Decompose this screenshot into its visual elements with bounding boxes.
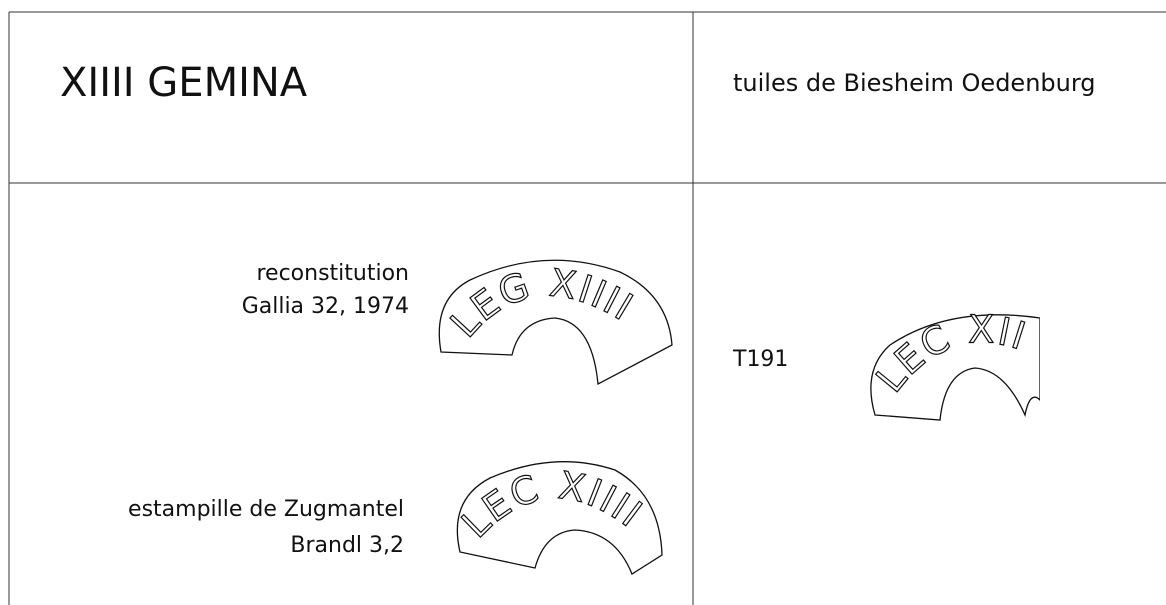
stamp-outline: [870, 314, 1040, 421]
stamp-outline: [438, 259, 673, 386]
stamp: LEC XII: [867, 307, 1040, 421]
stamp-inscription: LEC XIIII: [453, 462, 650, 546]
item-label: reconstitution: [256, 261, 409, 286]
item-label: T191: [732, 347, 788, 372]
item-label: Gallia 32, 1974: [242, 294, 409, 319]
title: XIIII GEMINA: [60, 60, 308, 106]
item-label: Brandl 3,2: [290, 533, 404, 558]
subtitle: tuiles de Biesheim Oedenburg: [733, 69, 1096, 97]
stamp: LEG XIIII: [438, 259, 673, 386]
item-label: estampille de Zugmantel: [128, 497, 404, 522]
stamp-inscription: LEG XIIII: [442, 261, 642, 346]
stamp-inscription: LEG XIIII: [441, 260, 640, 346]
stamp-outline: [456, 461, 663, 575]
stamp-inscription: LEC XIIII: [453, 463, 651, 546]
stamp: LEC XIIII: [453, 461, 663, 575]
